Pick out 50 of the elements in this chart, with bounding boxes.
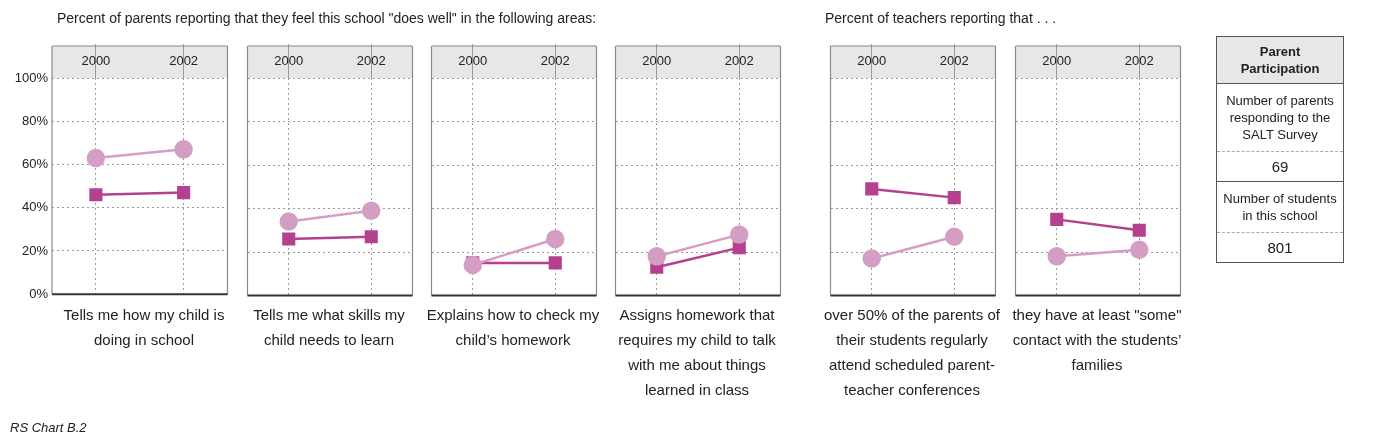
- x-tick-label: 2000: [274, 52, 304, 68]
- x-axis-title: they have at least "some" contact with the students’ families: [1011, 305, 1183, 375]
- y-tick-label: 60%: [21, 156, 49, 172]
- point: [279, 212, 298, 231]
- y-tick-label: 40%: [21, 199, 49, 215]
- x-tick-label: 2002: [169, 52, 199, 68]
- x-tick-label: 2000: [458, 52, 488, 68]
- chart-title: Percent of teachers reporting that . . .: [825, 10, 1057, 26]
- text: Parent Participation: [1217, 37, 1343, 84]
- y-tick-label: 0%: [29, 285, 49, 301]
- x-tick-label: 2000: [642, 52, 672, 68]
- text: 801: [1266, 238, 1294, 258]
- point: [862, 249, 881, 268]
- point: [362, 201, 381, 220]
- x-axis-title: Explains how to check my child’s homework: [425, 305, 601, 350]
- text: Number of students in this school: [1217, 182, 1343, 233]
- point: [1050, 212, 1064, 226]
- y-tick-label: 80%: [21, 112, 49, 128]
- x-tick-label: 2000: [1042, 52, 1072, 68]
- point: [364, 230, 378, 244]
- point: [647, 247, 666, 266]
- point: [865, 182, 879, 196]
- x-axis-title: Assigns homework that requires my child to talk with me about things learned in class: [617, 305, 777, 400]
- x-tick-label: 2002: [540, 52, 570, 68]
- x-tick-label: 2002: [356, 52, 386, 68]
- point: [947, 191, 961, 205]
- x-tick-label: 2002: [939, 52, 969, 68]
- point: [89, 188, 103, 202]
- x-tick-label: 2002: [724, 52, 754, 68]
- point: [1047, 247, 1066, 266]
- point: [174, 140, 193, 159]
- point: [1130, 240, 1149, 260]
- x-axis-title: over 50% of the parents of their students regularly attend scheduled parent-teacher conferences: [823, 305, 1001, 400]
- x-tick-label: 2000: [81, 52, 111, 68]
- x-tick-label: 2002: [1124, 52, 1154, 68]
- point: [282, 232, 296, 246]
- point: [177, 186, 191, 200]
- point: [1132, 223, 1146, 237]
- x-tick-label: 2000: [857, 52, 887, 68]
- y-tick-label: 100%: [14, 69, 49, 85]
- y-tick-label: 20%: [21, 242, 49, 258]
- point: [730, 225, 749, 244]
- text: RS Chart B.2: [10, 420, 87, 435]
- x-axis-title: Tells me how my child is doing in school: [62, 305, 226, 350]
- x-axis-title: Tells me what skills my child needs to learn: [252, 305, 406, 350]
- text: Percent of parents reporting that they feel this school "does well" in the following areas:: [57, 10, 597, 26]
- text: Number of parents responding to the SALT Survey: [1217, 84, 1343, 152]
- point: [945, 227, 964, 247]
- text: 69: [1217, 152, 1343, 182]
- point: [86, 148, 106, 168]
